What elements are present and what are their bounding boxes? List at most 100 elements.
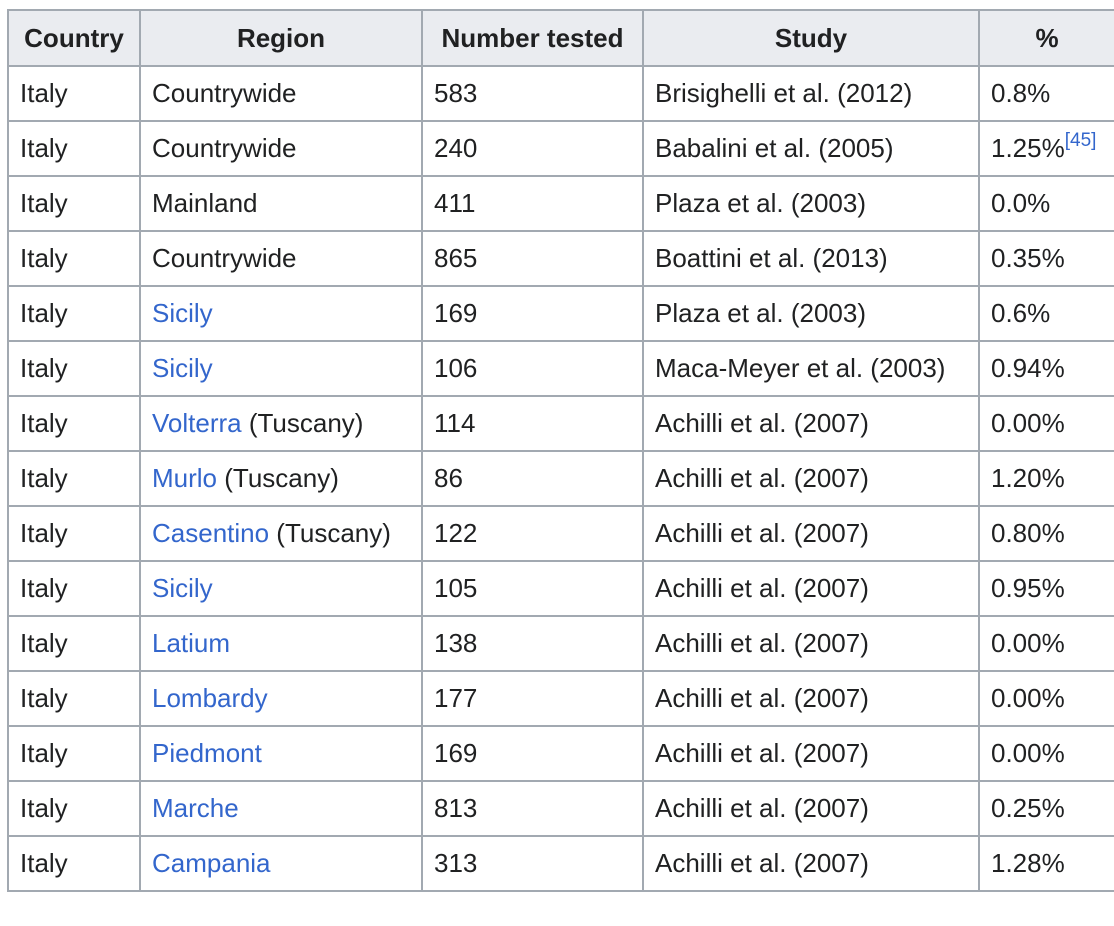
cell-country: Italy bbox=[7, 285, 141, 342]
percent-value: 0.00% bbox=[991, 738, 1065, 769]
cell-country: Italy bbox=[7, 780, 141, 837]
cell-percent: 0.8% bbox=[978, 65, 1114, 122]
column-header-country[interactable]: Country bbox=[7, 9, 141, 67]
region-link[interactable]: Piedmont bbox=[152, 738, 262, 769]
percent-value: 0.95% bbox=[991, 573, 1065, 604]
table-row: Italy Countrywide 240 Babalini et al. (2005… bbox=[7, 120, 1114, 177]
cell-country: Italy bbox=[7, 560, 141, 617]
cell-study: Achilli et al. (2007) bbox=[642, 505, 980, 562]
table-row: Italy Piedmont 169 Achilli et al. (2007) 0.0… bbox=[7, 725, 1114, 782]
cell-percent: 0.35% bbox=[978, 230, 1114, 287]
column-header-study[interactable]: Study bbox=[642, 9, 980, 67]
table-row: Italy Casentino (Tuscany) 122 Achilli et al… bbox=[7, 505, 1114, 562]
cell-percent: 0.94% bbox=[978, 340, 1114, 397]
cell-number-tested: 177 bbox=[421, 670, 644, 727]
cell-study: Achilli et al. (2007) bbox=[642, 725, 980, 782]
cell-number-tested: 313 bbox=[421, 835, 644, 892]
column-header-number-tested[interactable]: Number tested bbox=[421, 9, 644, 67]
cell-country: Italy bbox=[7, 340, 141, 397]
percent-value: 0.00% bbox=[991, 408, 1065, 439]
percent-value: 1.28% bbox=[991, 848, 1065, 879]
column-header-region[interactable]: Region bbox=[139, 9, 423, 67]
percent-value: 1.25% bbox=[991, 133, 1065, 164]
region-link[interactable]: Sicily bbox=[152, 298, 213, 329]
cell-study: Brisighelli et al. (2012) bbox=[642, 65, 980, 122]
cell-number-tested: 138 bbox=[421, 615, 644, 672]
cell-study: Babalini et al. (2005) bbox=[642, 120, 980, 177]
cell-country: Italy bbox=[7, 120, 141, 177]
cell-country: Italy bbox=[7, 230, 141, 287]
region-note: (Tuscany) bbox=[269, 518, 391, 549]
cell-country: Italy bbox=[7, 505, 141, 562]
region-link[interactable]: Campania bbox=[152, 848, 271, 879]
region-link[interactable]: Sicily bbox=[152, 573, 213, 604]
cell-study: Maca-Meyer et al. (2003) bbox=[642, 340, 980, 397]
cell-country: Italy bbox=[7, 65, 141, 122]
percent-value: 0.00% bbox=[991, 683, 1065, 714]
region-note: (Tuscany) bbox=[241, 408, 364, 439]
cell-region: Sicily bbox=[139, 285, 423, 342]
cell-country: Italy bbox=[7, 835, 141, 892]
table-row: Italy Sicily 105 Achilli et al. (2007) 0.95% bbox=[7, 560, 1114, 617]
table-header-row: Country Region Number tested Study % bbox=[7, 9, 1114, 67]
cell-region: Sicily bbox=[139, 340, 423, 397]
reference-link[interactable]: [45] bbox=[1064, 129, 1097, 151]
cell-region: Murlo (Tuscany) bbox=[139, 450, 423, 507]
table-body: Italy Countrywide 583 Brisighelli et al. (2… bbox=[7, 65, 1114, 892]
cell-study: Achilli et al. (2007) bbox=[642, 670, 980, 727]
cell-study: Achilli et al. (2007) bbox=[642, 450, 980, 507]
cell-region: Volterra (Tuscany) bbox=[139, 395, 423, 452]
table-row: Italy Sicily 106 Maca-Meyer et al. (2003) 0.… bbox=[7, 340, 1114, 397]
cell-country: Italy bbox=[7, 395, 141, 452]
cell-percent: 0.00% bbox=[978, 615, 1114, 672]
table-row: Italy Countrywide 583 Brisighelli et al. (2… bbox=[7, 65, 1114, 122]
cell-percent: 1.25%[45] bbox=[978, 120, 1114, 177]
cell-study: Plaza et al. (2003) bbox=[642, 175, 980, 232]
region-link[interactable]: Volterra bbox=[152, 408, 242, 439]
cell-region: Lombardy bbox=[139, 670, 423, 727]
cell-percent: 0.25% bbox=[978, 780, 1114, 837]
cell-study: Achilli et al. (2007) bbox=[642, 395, 980, 452]
cell-percent: 0.00% bbox=[978, 670, 1114, 727]
cell-region: Campania bbox=[139, 835, 423, 892]
percent-value: 0.80% bbox=[991, 518, 1065, 549]
cell-country: Italy bbox=[7, 175, 141, 232]
cell-percent: 0.6% bbox=[978, 285, 1114, 342]
cell-number-tested: 86 bbox=[421, 450, 644, 507]
cell-study: Achilli et al. (2007) bbox=[642, 835, 980, 892]
cell-number-tested: 106 bbox=[421, 340, 644, 397]
cell-number-tested: 169 bbox=[421, 725, 644, 782]
cell-number-tested: 583 bbox=[421, 65, 644, 122]
cell-number-tested: 122 bbox=[421, 505, 644, 562]
cell-study: Achilli et al. (2007) bbox=[642, 780, 980, 837]
cell-region: Countrywide bbox=[139, 230, 423, 287]
percent-value: 0.6% bbox=[991, 298, 1051, 329]
region-text: Countrywide bbox=[152, 133, 297, 164]
region-link[interactable]: Latium bbox=[152, 628, 231, 659]
cell-region: Mainland bbox=[139, 175, 423, 232]
region-text: Mainland bbox=[152, 188, 258, 219]
table-container: Country Region Number tested Study % Ita… bbox=[7, 9, 1114, 892]
cell-region: Marche bbox=[139, 780, 423, 837]
cell-number-tested: 865 bbox=[421, 230, 644, 287]
region-link[interactable]: Marche bbox=[152, 793, 239, 824]
cell-percent: 1.28% bbox=[978, 835, 1114, 892]
percent-value: 0.25% bbox=[991, 793, 1065, 824]
data-table: Country Region Number tested Study % Ita… bbox=[7, 9, 1114, 892]
cell-study: Achilli et al. (2007) bbox=[642, 560, 980, 617]
cell-country: Italy bbox=[7, 725, 141, 782]
cell-study: Boattini et al. (2013) bbox=[642, 230, 980, 287]
region-link[interactable]: Casentino bbox=[152, 518, 270, 549]
column-header-percent[interactable]: % bbox=[978, 9, 1114, 67]
cell-number-tested: 411 bbox=[421, 175, 644, 232]
cell-percent: 0.80% bbox=[978, 505, 1114, 562]
region-link[interactable]: Sicily bbox=[152, 353, 213, 384]
cell-percent: 0.00% bbox=[978, 725, 1114, 782]
cell-study: Plaza et al. (2003) bbox=[642, 285, 980, 342]
percent-value: 0.8% bbox=[991, 78, 1051, 109]
region-note: (Tuscany) bbox=[217, 463, 339, 494]
cell-country: Italy bbox=[7, 670, 141, 727]
cell-region: Sicily bbox=[139, 560, 423, 617]
region-link[interactable]: Lombardy bbox=[152, 683, 268, 714]
region-link[interactable]: Murlo bbox=[152, 463, 218, 494]
